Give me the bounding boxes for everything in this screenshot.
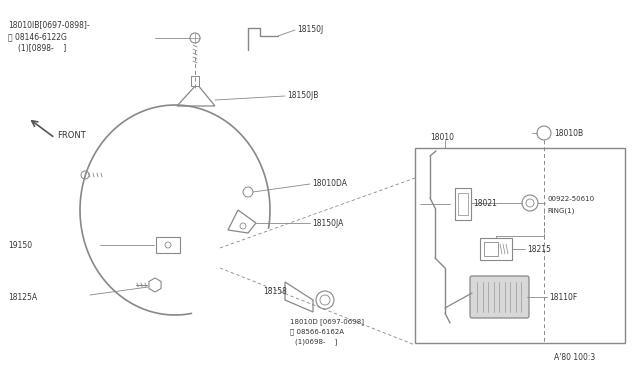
- Polygon shape: [149, 278, 161, 292]
- Circle shape: [537, 126, 551, 140]
- Bar: [415, 148, 625, 343]
- Text: 19150: 19150: [8, 241, 32, 250]
- Text: 18150JB: 18150JB: [287, 92, 318, 100]
- Text: 18150JA: 18150JA: [312, 218, 344, 228]
- Text: (1)0698-    ]: (1)0698- ]: [295, 339, 337, 345]
- Text: Ⓢ 08566-6162A: Ⓢ 08566-6162A: [290, 329, 344, 335]
- Text: 00922-50610: 00922-50610: [547, 196, 594, 202]
- Text: 18010: 18010: [430, 132, 454, 141]
- Text: 18110F: 18110F: [549, 292, 577, 301]
- Bar: [156, 237, 180, 253]
- FancyBboxPatch shape: [470, 276, 529, 318]
- Text: 18010DA: 18010DA: [312, 180, 347, 189]
- Text: 18215: 18215: [527, 244, 551, 253]
- Text: FRONT: FRONT: [57, 131, 86, 141]
- Text: Ⓑ 08146-6122G: Ⓑ 08146-6122G: [8, 32, 67, 42]
- Text: 18158: 18158: [263, 288, 287, 296]
- Text: (1)[0898-    ]: (1)[0898- ]: [18, 45, 67, 54]
- Circle shape: [316, 291, 334, 309]
- Text: 18150J: 18150J: [297, 26, 323, 35]
- Text: 18125A: 18125A: [8, 292, 37, 301]
- Bar: [458, 193, 468, 215]
- Circle shape: [243, 187, 253, 197]
- Text: 18021: 18021: [473, 199, 497, 208]
- Text: 18010B: 18010B: [554, 128, 583, 138]
- Circle shape: [81, 171, 89, 179]
- Text: A'80 100:3: A'80 100:3: [554, 353, 595, 362]
- Polygon shape: [228, 210, 256, 233]
- Text: 18010IB[0697-0898]-: 18010IB[0697-0898]-: [8, 20, 90, 29]
- Bar: [455, 188, 471, 220]
- Circle shape: [190, 33, 200, 43]
- Text: 18010D [0697-0698]: 18010D [0697-0698]: [290, 319, 364, 326]
- Circle shape: [522, 195, 538, 211]
- Polygon shape: [177, 84, 215, 106]
- Polygon shape: [285, 282, 313, 312]
- Bar: [480, 238, 512, 260]
- Bar: [191, 76, 199, 86]
- Bar: [484, 242, 498, 256]
- Text: RING(1): RING(1): [547, 208, 574, 214]
